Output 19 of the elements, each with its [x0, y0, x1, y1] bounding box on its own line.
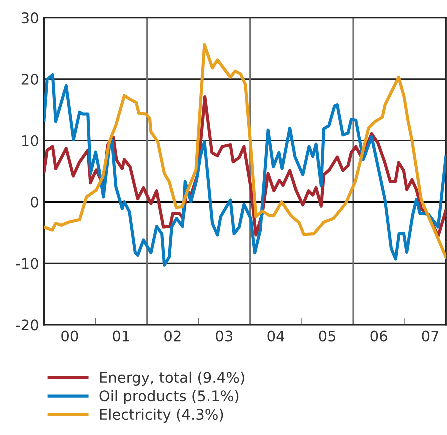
y-tick-label: 30	[22, 12, 38, 24]
legend-label: Energy, total (9.4%)	[100, 372, 244, 386]
x-tick-label: 05	[319, 330, 336, 342]
legend-label: Oil products (5.1%)	[100, 390, 239, 404]
y-tick-label: 20	[22, 74, 38, 86]
y-tick-label: -20	[16, 320, 38, 331]
legend-label: Electricity (4.3%)	[100, 408, 224, 423]
x-tick-label: 04	[268, 330, 285, 342]
line-series	[44, 73, 446, 267]
line-series	[44, 43, 446, 259]
y-tick-label: -10	[16, 258, 38, 270]
y-tick-label: 0	[31, 196, 38, 208]
x-tick-label: 00	[62, 330, 78, 342]
x-tick-label: 06	[370, 330, 388, 342]
x-tick-label: 01	[113, 330, 130, 342]
x-tick-label: 07	[422, 330, 439, 342]
y-tick-label: 10	[22, 135, 38, 146]
x-tick-label: 03	[216, 330, 233, 342]
x-tick-label: 02	[164, 330, 181, 342]
